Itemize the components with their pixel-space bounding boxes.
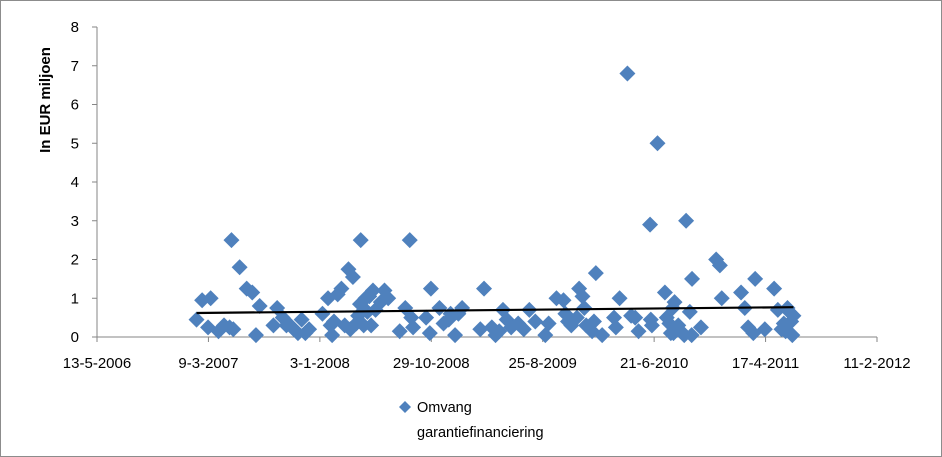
x-tick-label: 17-4-2011 <box>732 355 799 372</box>
data-point <box>244 284 261 301</box>
y-tick-label: 0 <box>71 329 79 346</box>
legend-marker <box>399 401 411 413</box>
data-point <box>527 313 544 330</box>
data-point <box>681 303 698 320</box>
data-point <box>642 216 659 233</box>
data-point <box>555 292 572 309</box>
axes: 0 1 2 3 4 5 6 7 8 13-5-2006 9-3-2007 3-1-2008 29-10-… <box>63 19 911 372</box>
data-point <box>431 299 448 316</box>
data-point <box>537 327 554 344</box>
data-point <box>391 323 408 340</box>
data-point <box>540 315 557 332</box>
data-point <box>713 290 730 307</box>
data-point <box>515 321 532 338</box>
data-point <box>756 321 773 338</box>
data-point <box>364 282 381 299</box>
y-tick-label: 3 <box>71 213 79 230</box>
data-point <box>585 313 602 330</box>
data-point <box>627 309 644 326</box>
data-point <box>678 212 695 229</box>
data-point <box>223 232 240 249</box>
x-tick-label: 25-8-2009 <box>509 355 577 372</box>
x-tick-label: 29-10-2008 <box>393 355 470 372</box>
data-point <box>785 307 802 324</box>
data-point <box>352 232 369 249</box>
data-point <box>418 309 435 326</box>
data-point <box>747 270 764 287</box>
data-point <box>472 321 489 338</box>
data-point <box>594 327 611 344</box>
data-point <box>225 321 242 338</box>
data-point <box>231 259 248 276</box>
data-point <box>666 294 683 311</box>
data-point <box>314 305 331 322</box>
data-point <box>202 290 219 307</box>
y-tick-label: 5 <box>71 135 79 152</box>
data-point <box>421 325 438 342</box>
data-point <box>683 327 700 344</box>
data-point <box>344 268 361 285</box>
y-tick-label: 4 <box>71 174 79 191</box>
data-point <box>568 309 585 326</box>
y-tick-label: 1 <box>71 290 79 307</box>
x-tick-label: 11-2-2012 <box>843 355 910 372</box>
data-point <box>251 298 268 314</box>
data-point <box>733 284 750 301</box>
x-tick-label: 3-1-2008 <box>290 355 350 372</box>
data-point <box>363 317 380 334</box>
data-point <box>401 232 418 249</box>
y-tick-label: 6 <box>71 97 79 114</box>
trendline-group <box>196 306 794 315</box>
data-point <box>333 280 350 297</box>
x-tick-label: 9-3-2007 <box>178 355 238 372</box>
data-point <box>265 317 282 334</box>
data-point <box>188 311 205 328</box>
y-tick-label: 2 <box>71 252 79 269</box>
data-point <box>454 299 471 316</box>
data-point <box>784 327 801 344</box>
y-tick-label: 8 <box>71 19 79 36</box>
legend: Omvang garantiefinanciering <box>399 400 544 441</box>
data-point <box>619 65 636 82</box>
y-tick-label: 7 <box>71 58 79 75</box>
data-point <box>503 319 520 336</box>
data-point <box>587 265 604 282</box>
data-point <box>447 327 464 344</box>
data-points <box>188 65 802 344</box>
data-point <box>380 290 397 307</box>
data-point <box>476 280 493 297</box>
data-point <box>643 317 660 334</box>
data-point <box>405 319 422 336</box>
data-point <box>324 327 341 344</box>
data-point <box>607 319 624 336</box>
legend-label-line-1: Omvang <box>417 400 472 416</box>
data-point <box>692 319 709 336</box>
data-point <box>293 311 310 328</box>
trendline <box>196 306 794 315</box>
y-axis-label: In EUR miljoen <box>37 47 54 153</box>
data-point <box>611 290 628 307</box>
data-point <box>711 257 728 274</box>
data-point <box>422 280 439 297</box>
data-point <box>656 284 673 301</box>
x-tick-label: 21-6-2010 <box>620 355 688 372</box>
y-axis-label-group: In EUR miljoen <box>37 47 54 153</box>
data-point <box>498 311 515 328</box>
data-point <box>301 321 318 338</box>
legend-label-line-2: garantiefinanciering <box>417 425 544 441</box>
data-point <box>630 323 647 340</box>
x-tick-label: 13-5-2006 <box>63 355 131 372</box>
data-point <box>247 327 264 344</box>
data-point <box>684 270 701 287</box>
data-point <box>574 288 591 305</box>
data-point <box>576 299 593 316</box>
data-point <box>649 135 666 152</box>
data-point <box>491 323 508 340</box>
data-point <box>766 280 783 297</box>
